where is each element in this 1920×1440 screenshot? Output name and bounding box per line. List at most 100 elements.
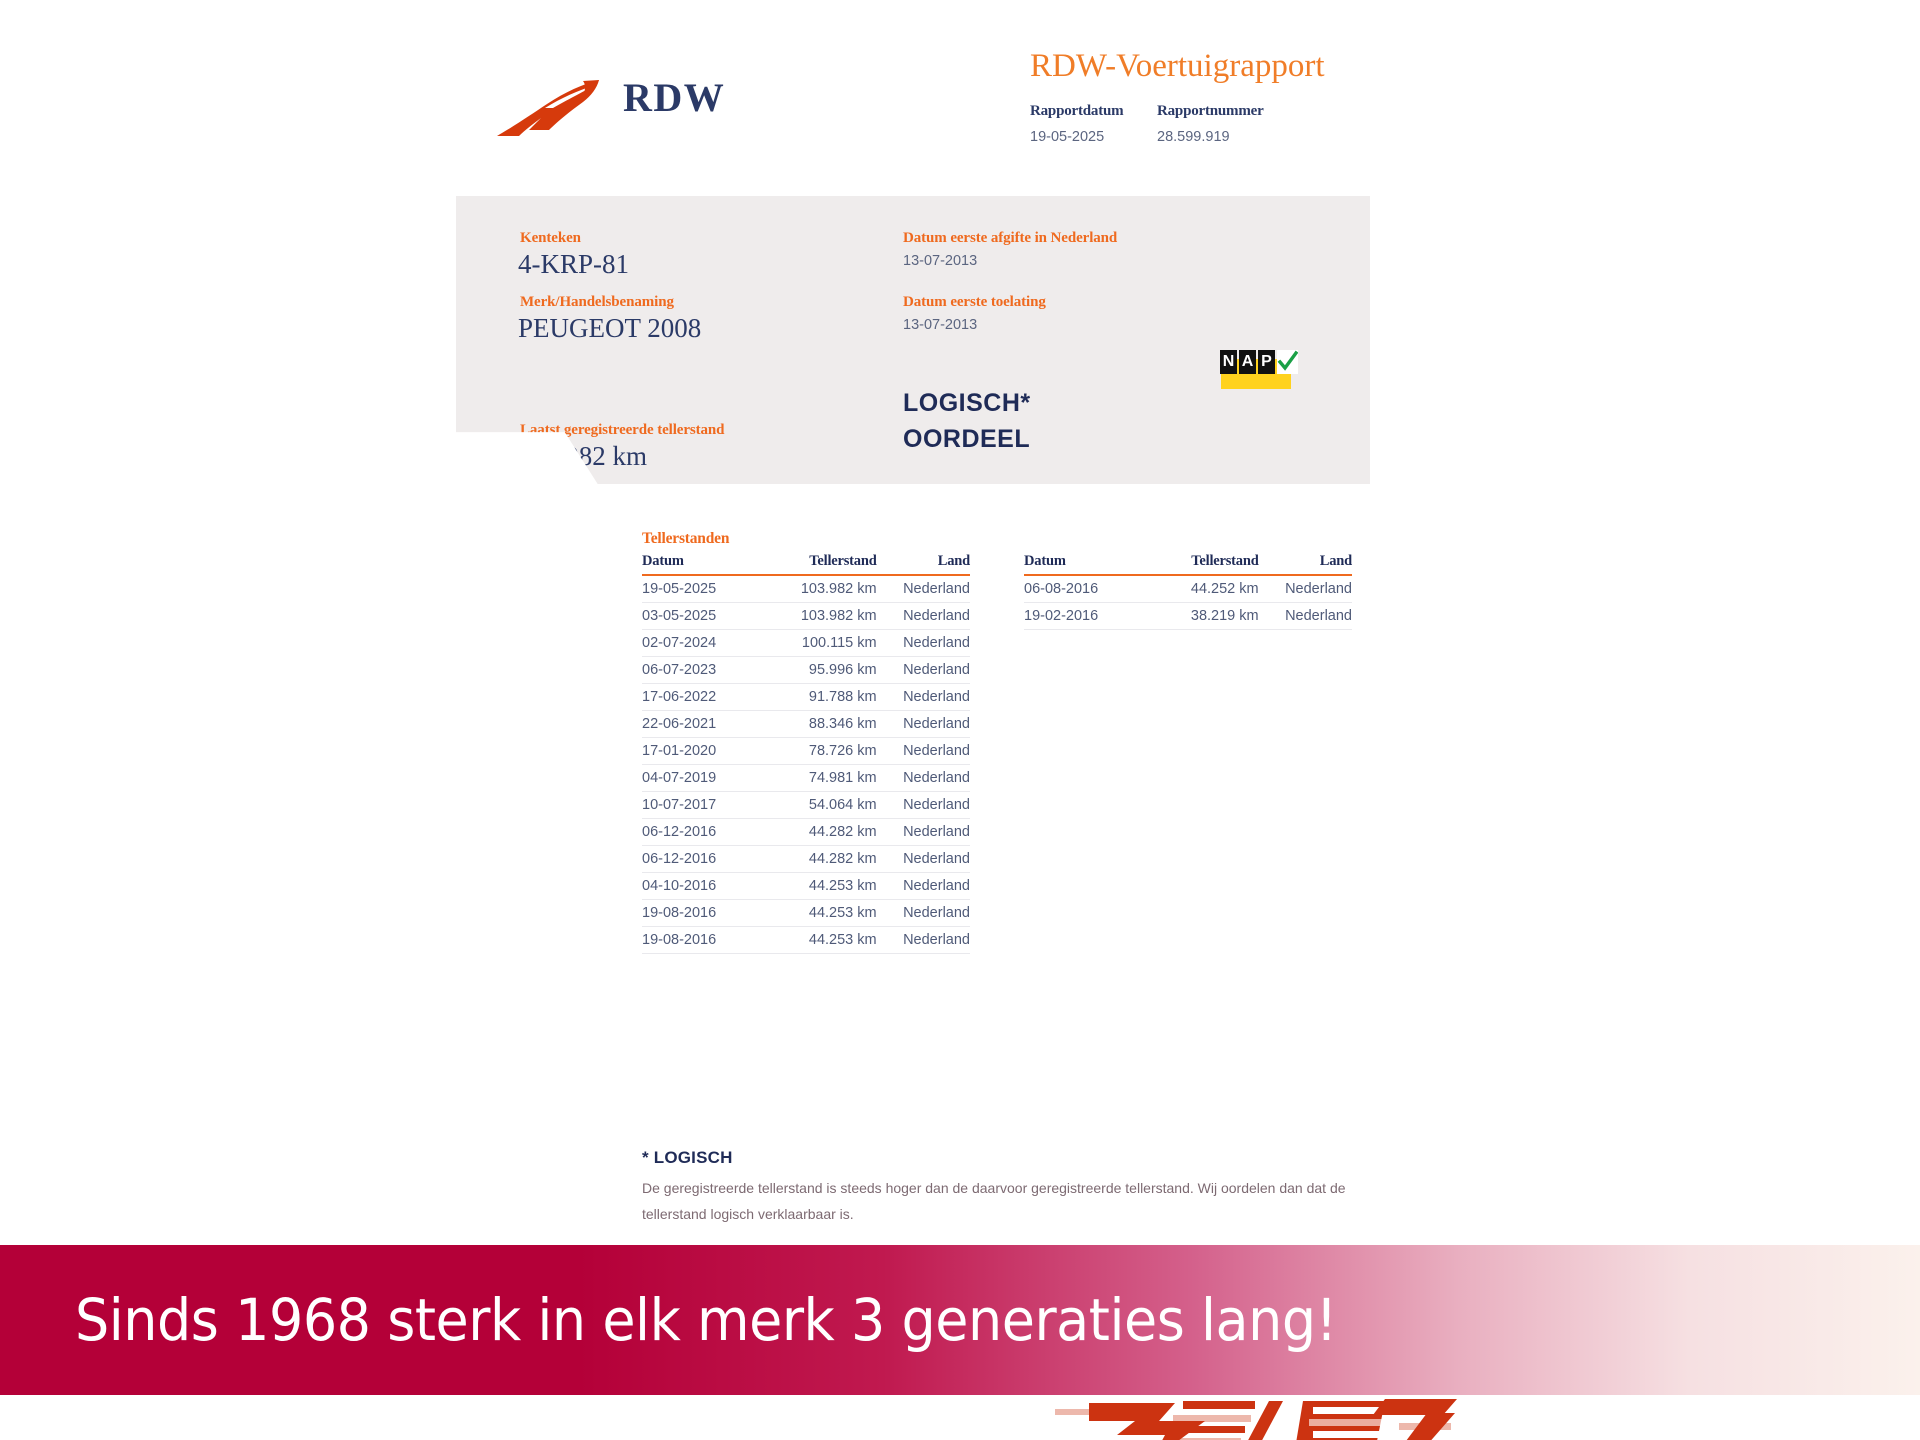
- cell-datum: 06-12-2016: [642, 845, 760, 873]
- footnote-body: De geregistreerde tellerstand is steeds …: [642, 1180, 1346, 1222]
- cell-land: Nederland: [880, 764, 970, 792]
- licence-plate-value: 4-KRP-81: [518, 249, 630, 279]
- cell-tellerstand: 44.253 km: [759, 872, 881, 900]
- table-header-row: Datum Tellerstand Land: [642, 553, 970, 576]
- logisch-footnote: * LOGISCH De geregistreerde tellerstand …: [642, 1148, 1402, 1227]
- cell-datum: 19-02-2016: [1024, 602, 1142, 630]
- first-issue-nl-label: Datum eerste afgifte in Nederland: [903, 230, 1118, 246]
- table-row: 06-08-2016 44.252 km Nederland: [1024, 575, 1352, 603]
- vehicle-info-panel: Kenteken 4-KRP-81 Merk/Handelsbenaming P…: [456, 196, 1370, 484]
- cell-datum: 10-07-2017: [642, 791, 760, 819]
- green-check-icon: [1277, 350, 1299, 374]
- cell-land: Nederland: [880, 791, 970, 819]
- table-row: 22-06-2021 88.346 km Nederland: [642, 710, 970, 738]
- footnote-title: * LOGISCH: [642, 1148, 733, 1167]
- odometer-table-right: Datum Tellerstand Land 06-08-2016 44.252 …: [1024, 553, 1352, 630]
- cell-tellerstand: 88.346 km: [759, 710, 881, 738]
- cell-land: Nederland: [880, 575, 970, 603]
- first-admission-label: Datum eerste toelating: [903, 294, 1046, 310]
- table-row: 06-12-2016 44.282 km Nederland: [642, 818, 970, 846]
- nap-tile-a: A: [1239, 350, 1256, 374]
- table-row: 06-12-2016 44.282 km Nederland: [642, 845, 970, 873]
- table-row: 10-07-2017 54.064 km Nederland: [642, 791, 970, 819]
- cell-datum: 17-06-2022: [642, 683, 760, 711]
- cell-tellerstand: 38.219 km: [1141, 602, 1263, 630]
- cell-land: Nederland: [880, 818, 970, 846]
- table-row: 06-07-2023 95.996 km Nederland: [642, 656, 970, 684]
- promo-banner: Sinds 1968 sterk in elk merk 3 generatie…: [0, 1245, 1920, 1395]
- cell-tellerstand: 44.253 km: [759, 899, 881, 927]
- cell-land: Nederland: [880, 926, 970, 954]
- cell-tellerstand: 54.064 km: [759, 791, 881, 819]
- cell-land: Nederland: [880, 899, 970, 927]
- cell-tellerstand: 103.982 km: [759, 575, 881, 603]
- first-issue-nl-value: 13-07-2013: [903, 253, 978, 269]
- rdw-feather-icon: [497, 80, 599, 136]
- odometer-table-left-body: 19-05-2025 103.982 km Nederland 03-05-2025 1…: [642, 575, 970, 954]
- cell-datum: 22-06-2021: [642, 710, 760, 738]
- cell-tellerstand: 44.252 km: [1141, 575, 1263, 603]
- column-header-tellerstand: Tellerstand: [759, 553, 881, 576]
- cell-datum: 03-05-2025: [642, 602, 760, 630]
- cell-tellerstand: 100.115 km: [759, 629, 881, 657]
- make-model-label: Merk/Handelsbenaming: [520, 294, 674, 310]
- column-header-land: Land: [880, 553, 970, 576]
- report-date-block: Rapportdatum 19-05-2025: [1030, 103, 1124, 145]
- cell-tellerstand: 91.788 km: [759, 683, 881, 711]
- cell-tellerstand: 78.726 km: [759, 737, 881, 765]
- cell-datum: 06-08-2016: [1024, 575, 1142, 603]
- cell-datum: 17-01-2020: [642, 737, 760, 765]
- cell-land: Nederland: [880, 602, 970, 630]
- cell-datum: 19-05-2025: [642, 575, 760, 603]
- cell-tellerstand: 44.282 km: [759, 818, 881, 846]
- report-number-value: 28.599.919: [1157, 129, 1230, 145]
- column-header-land: Land: [1262, 553, 1352, 576]
- cell-datum: 02-07-2024: [642, 629, 760, 657]
- cell-datum: 04-07-2019: [642, 764, 760, 792]
- table-row: 19-05-2025 103.982 km Nederland: [642, 575, 970, 603]
- odometer-section-heading: Tellerstanden: [642, 530, 730, 547]
- report-header: RDW RDW-Voertuigrapport Rapportdatum 19-…: [455, 28, 1415, 158]
- table-row: 04-10-2016 44.253 km Nederland: [642, 872, 970, 900]
- cell-datum: 06-07-2023: [642, 656, 760, 684]
- cell-land: Nederland: [880, 737, 970, 765]
- first-admission-value: 13-07-2013: [903, 317, 978, 333]
- nap-badge: N A P: [1218, 348, 1299, 392]
- nap-tile-p: P: [1258, 350, 1275, 374]
- cell-tellerstand: 74.981 km: [759, 764, 881, 792]
- last-odometer-value: 103.982 km: [518, 441, 648, 471]
- odometer-table-left: Datum Tellerstand Land 19-05-2025 103.982…: [642, 553, 970, 954]
- rdw-brand-block: RDW: [495, 56, 795, 136]
- column-header-datum: Datum: [1024, 553, 1142, 576]
- bottom-logo-strip: [0, 1395, 1920, 1440]
- table-header-row: Datum Tellerstand Land: [1024, 553, 1352, 576]
- cell-tellerstand: 44.282 km: [759, 845, 881, 873]
- table-row: 19-08-2016 44.253 km Nederland: [642, 899, 970, 927]
- cell-land: Nederland: [880, 629, 970, 657]
- column-header-tellerstand: Tellerstand: [1141, 553, 1263, 576]
- table-row: 17-06-2022 91.788 km Nederland: [642, 683, 970, 711]
- table-row: 17-01-2020 78.726 km Nederland: [642, 737, 970, 765]
- report-date-value: 19-05-2025: [1030, 129, 1105, 145]
- make-model-value: PEUGEOT 2008: [518, 313, 702, 343]
- cell-land: Nederland: [880, 872, 970, 900]
- odometer-table-right-body: 06-08-2016 44.252 km Nederland 19-02-2016 38…: [1024, 575, 1352, 630]
- nap-tile-n: N: [1220, 350, 1237, 374]
- report-number-block: Rapportnummer 28.599.919: [1157, 103, 1264, 145]
- cell-datum: 04-10-2016: [642, 872, 760, 900]
- verdict-line-1: LOGISCH*: [903, 389, 1031, 417]
- table-row: 02-07-2024 100.115 km Nederland: [642, 629, 970, 657]
- cell-datum: 19-08-2016: [642, 899, 760, 927]
- table-row: 04-07-2019 74.981 km Nederland: [642, 764, 970, 792]
- cell-datum: 06-12-2016: [642, 818, 760, 846]
- cell-land: Nederland: [880, 683, 970, 711]
- promo-banner-text: Sinds 1968 sterk in elk merk 3 generatie…: [75, 1286, 1337, 1354]
- last-odometer-label: Laatst geregistreerde tellerstand: [520, 422, 725, 438]
- cell-tellerstand: 103.982 km: [759, 602, 881, 630]
- report-title: RDW-Voertuigrapport: [1030, 48, 1325, 84]
- cell-land: Nederland: [880, 710, 970, 738]
- cell-land: Nederland: [1262, 575, 1352, 603]
- cell-land: Nederland: [880, 845, 970, 873]
- table-row: 03-05-2025 103.982 km Nederland: [642, 602, 970, 630]
